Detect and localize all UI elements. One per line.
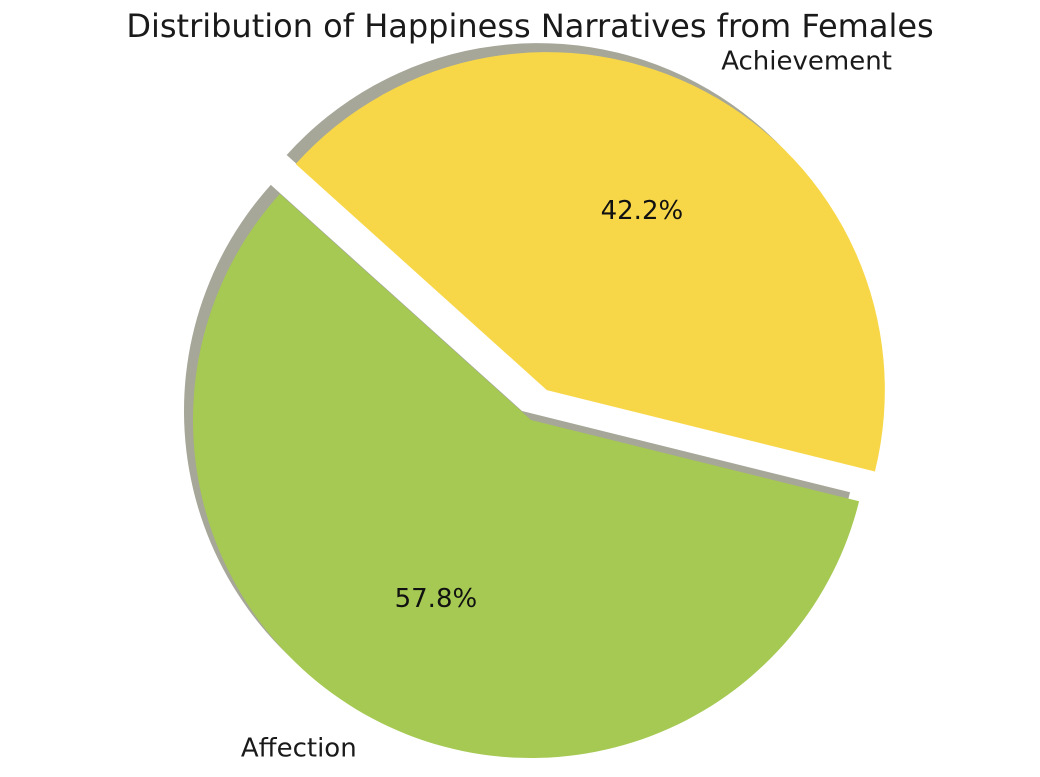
slice-label-affection: Affection (241, 733, 357, 763)
chart-title: Distribution of Happiness Narratives fro… (126, 7, 933, 45)
pie-slice-affection (192, 193, 860, 759)
slice-label-achievement: Achievement (721, 47, 892, 77)
percent-label-achievement: 42.2% (601, 196, 684, 226)
percent-label-affection: 57.8% (395, 584, 478, 614)
pie-labels: Affection 57.8% Achievement 42.2% (241, 47, 892, 764)
pie-slices (192, 52, 885, 759)
pie-slice-achievement (295, 52, 885, 472)
